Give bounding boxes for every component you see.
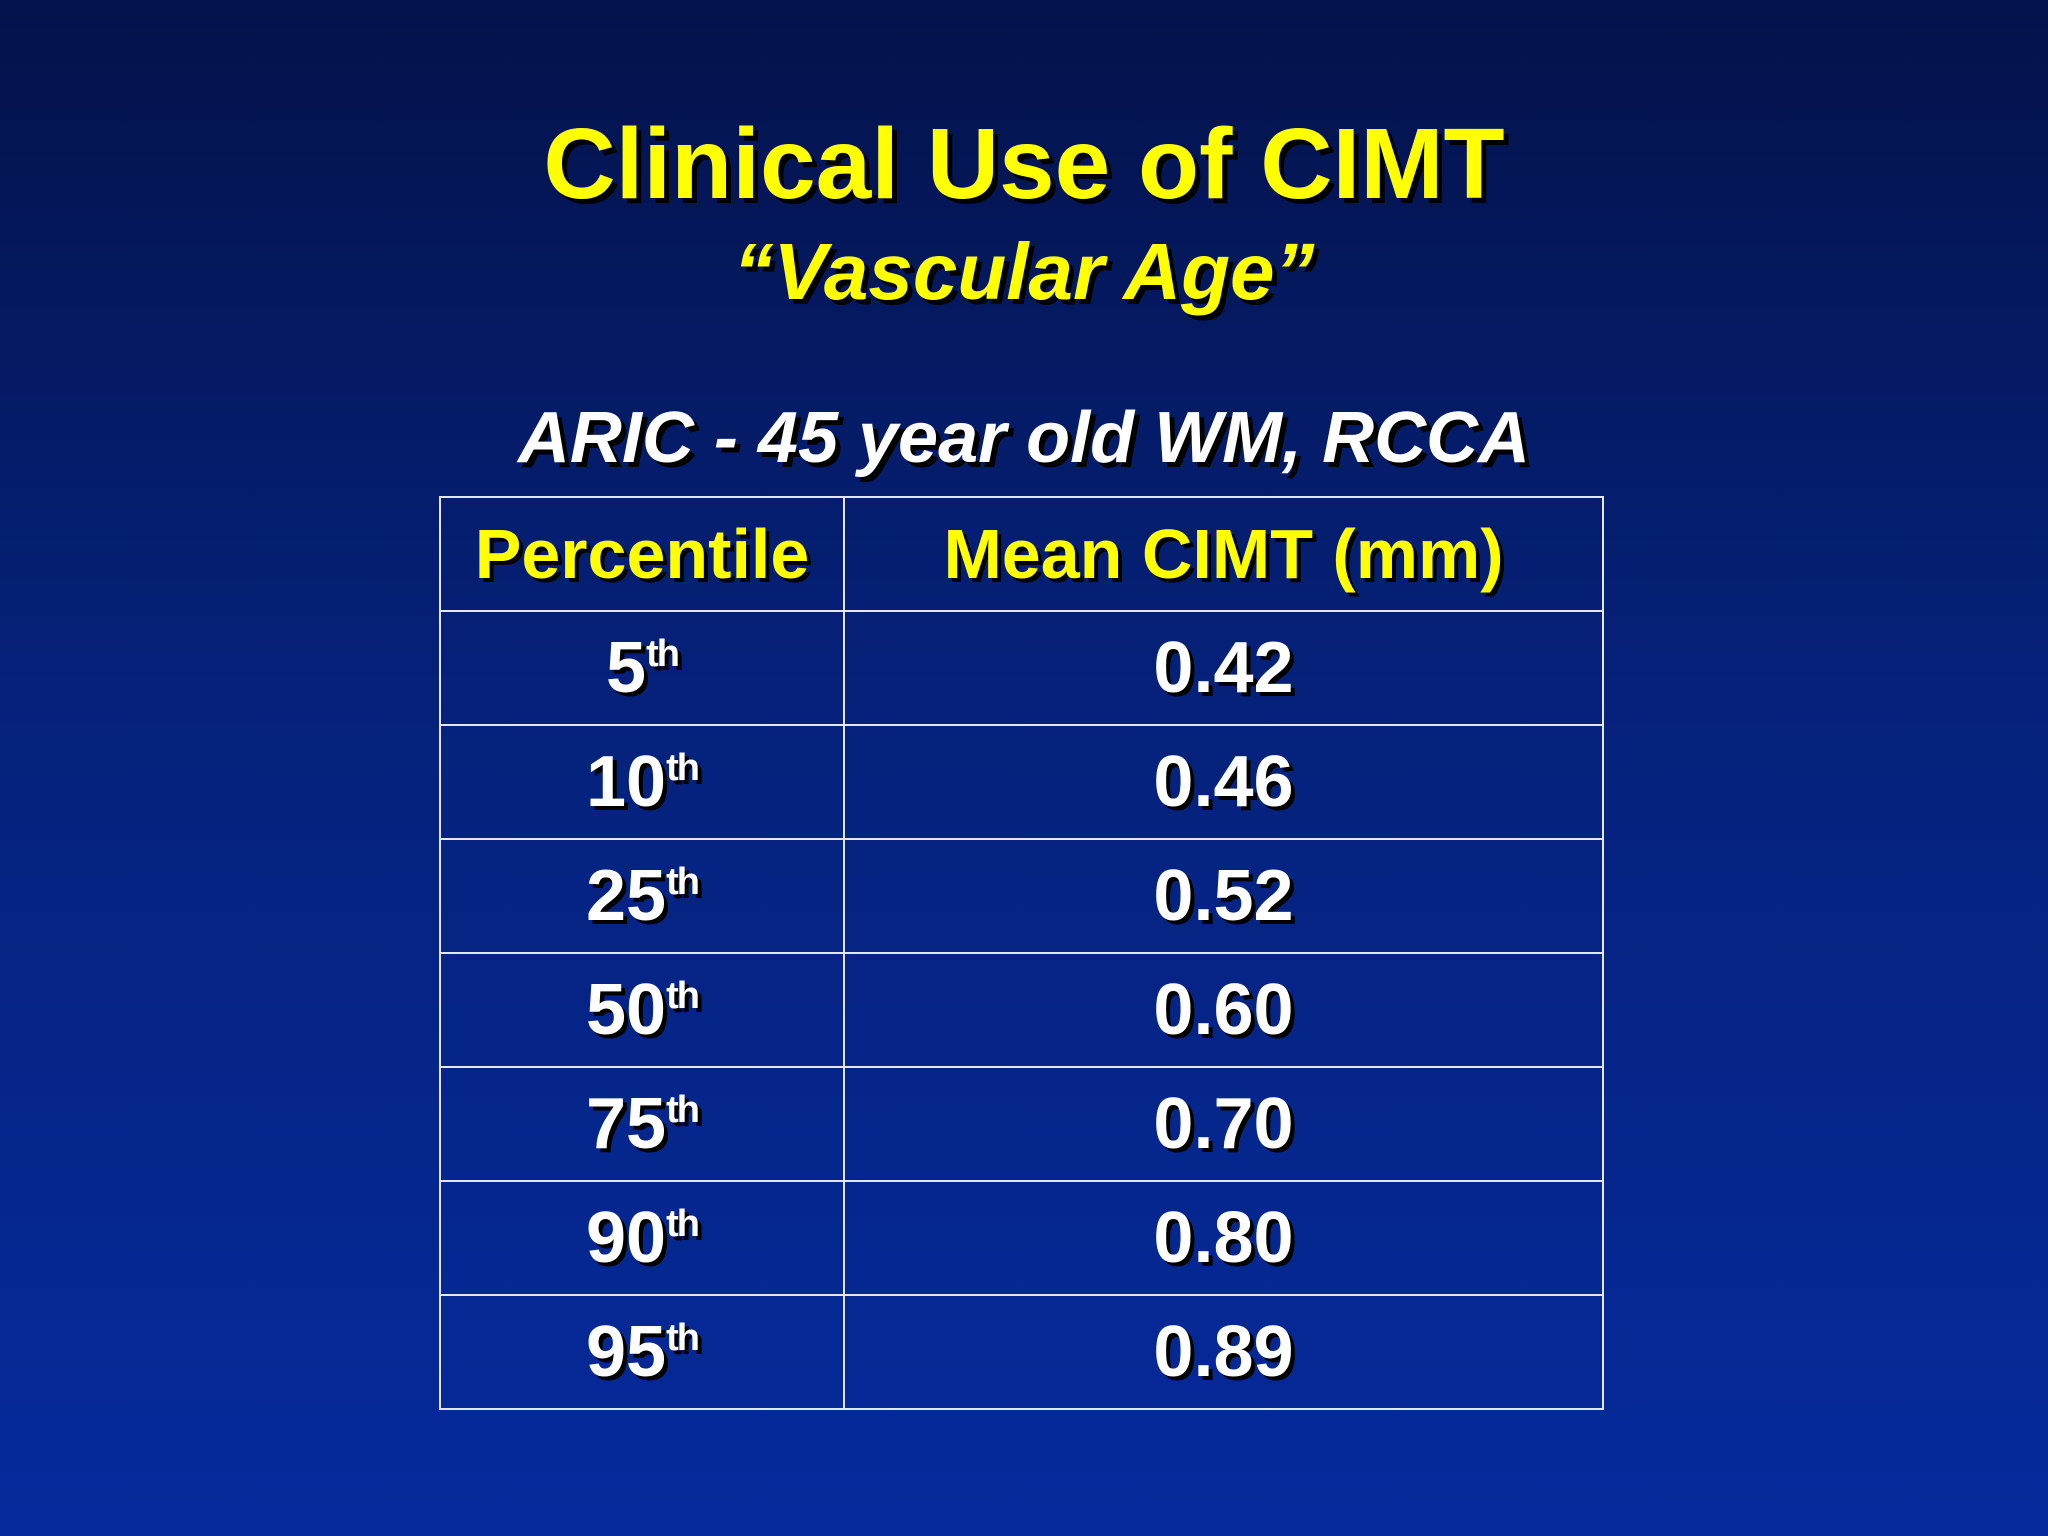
percentile-number: 25 [586,856,667,936]
percentile-cell: 10th [439,724,845,840]
column-header-percentile: Percentile [439,496,845,612]
mean-cimt-cell: 0.46 [843,724,1604,840]
percentile-number: 95 [586,1312,667,1392]
ordinal-suffix: th [666,1089,700,1131]
percentile-number: 90 [586,1198,667,1278]
percentile-cell: 75th [439,1066,845,1182]
table-row: 10th 0.46 [439,724,1604,840]
table-row: 95th 0.89 [439,1294,1604,1410]
mean-cimt-cell: 0.60 [843,952,1604,1068]
table-row: 90th 0.80 [439,1180,1604,1296]
ordinal-suffix: th [666,1203,700,1245]
mean-cimt-cell: 0.70 [843,1066,1604,1182]
table-row: 5th 0.42 [439,610,1604,726]
ordinal-suffix: th [666,861,700,903]
slide-title: Clinical Use of CIMT [543,108,1505,220]
percentile-cell: 90th [439,1180,845,1296]
percentile-cell: 50th [439,952,845,1068]
percentile-cell: 5th [439,610,845,726]
ordinal-suffix: th [646,633,680,675]
table-caption: ARIC - 45 year old WM, RCCA [517,398,1531,478]
percentile-number: 75 [586,1084,667,1164]
percentile-cell: 25th [439,838,845,954]
mean-cimt-cell: 0.89 [843,1294,1604,1410]
percentile-cell: 95th [439,1294,845,1410]
table-header-row: Percentile Mean CIMT (mm) [439,496,1604,612]
percentile-number: 10 [586,742,667,822]
percentile-number: 5 [606,628,647,708]
table-row: 50th 0.60 [439,952,1604,1068]
table-row: 25th 0.52 [439,838,1604,954]
cimt-percentile-table: Percentile Mean CIMT (mm) 5th 0.42 10th … [439,496,1604,1410]
mean-cimt-cell: 0.80 [843,1180,1604,1296]
column-header-mean-cimt: Mean CIMT (mm) [843,496,1604,612]
percentile-number: 50 [586,970,667,1050]
ordinal-suffix: th [666,747,700,789]
ordinal-suffix: th [666,1317,700,1359]
mean-cimt-cell: 0.52 [843,838,1604,954]
ordinal-suffix: th [666,975,700,1017]
table-row: 75th 0.70 [439,1066,1604,1182]
mean-cimt-cell: 0.42 [843,610,1604,726]
slide-subtitle: “Vascular Age” [733,227,1315,316]
